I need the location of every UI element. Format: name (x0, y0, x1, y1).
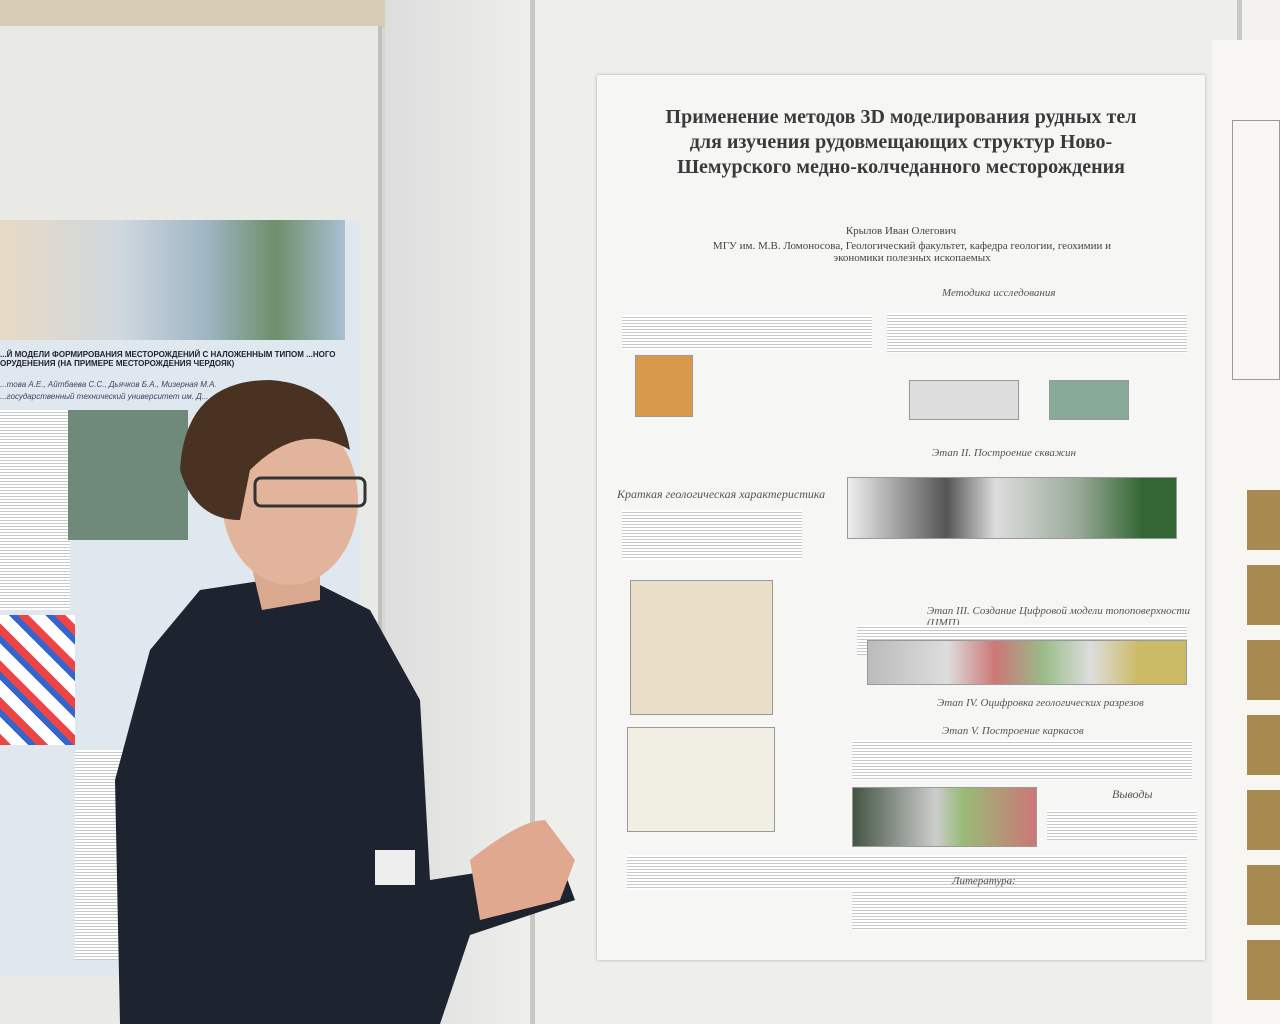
text-block (622, 510, 802, 560)
raster-figure-2 (1049, 380, 1129, 420)
poster-title: Применение методов 3D моделирования рудн… (665, 106, 1137, 178)
text-block (627, 855, 1187, 890)
section-stage-5: Этап V. Построение каркасов (942, 725, 1084, 737)
left-poster-affiliation: ...государственный технический университ… (0, 392, 209, 401)
section-conclusions: Выводы (1112, 787, 1153, 801)
left-poster-colormap (0, 615, 75, 745)
main-poster: Применение методов 3D моделирования рудн… (597, 75, 1205, 960)
left-poster-text (0, 410, 70, 610)
frames-figure (852, 787, 1037, 847)
geology-map (630, 580, 773, 715)
legend-table (627, 727, 775, 832)
glasses (253, 476, 367, 508)
hair (180, 380, 350, 520)
poster-affiliation: МГУ им. М.В. Ломоносова, Геологический ф… (712, 240, 1112, 264)
far-right-poster (1212, 40, 1280, 1024)
section-literature: Литература: (952, 875, 1016, 887)
section-geology: Краткая геологическая характеристика (617, 487, 826, 501)
hands (470, 820, 575, 920)
text-block (622, 315, 872, 350)
location-map (635, 355, 693, 417)
left-poster-banner (0, 220, 345, 340)
text-block (1047, 810, 1197, 840)
text-block (852, 740, 1192, 780)
left-poster-authors: ...това А.Е., Айтбаева С.С., Дьячков Б.А… (0, 380, 217, 389)
left-poster-title: ...Й МОДЕЛИ ФОРМИРОВАНИЯ МЕСТОРОЖДЕНИЙ С… (0, 350, 336, 368)
section-stage-4: Этап IV. Оцифровка геологических разрезо… (937, 697, 1144, 709)
wells-figure (847, 477, 1177, 539)
shirt (115, 575, 575, 1024)
left-poster-map (68, 410, 188, 540)
mineral-photos (1247, 490, 1280, 1010)
badge (375, 850, 415, 885)
literature-list (852, 890, 1187, 930)
raster-figure (909, 380, 1019, 420)
section-stage-2: Этап II. Построение скважин (932, 447, 1077, 459)
section-methods: Методика исследования (942, 287, 1056, 299)
text-block (887, 313, 1187, 353)
dem-figure (867, 640, 1187, 685)
poster-author: Крылов Иван Олегович (845, 225, 957, 237)
